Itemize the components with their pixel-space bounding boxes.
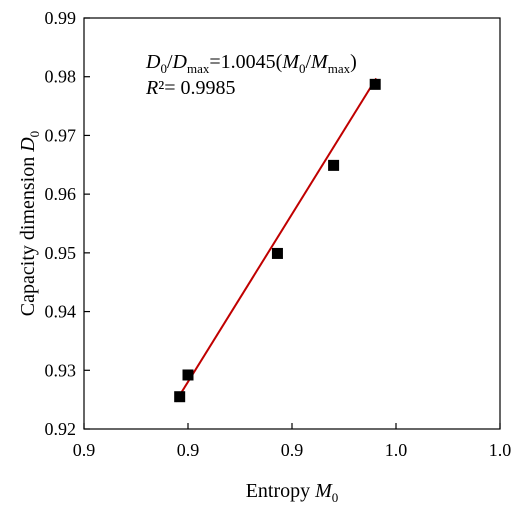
x-tick-label: 1.0 <box>385 440 408 460</box>
x-axis-label-text: Entropy <box>246 480 315 502</box>
x-axis-label-sub: 0 <box>332 490 339 505</box>
r-squared: R²= 0.9985 <box>145 77 236 99</box>
data-point <box>174 391 186 403</box>
y-tick-label: 0.97 <box>45 125 77 145</box>
x-tick-label: 0.9 <box>73 440 96 460</box>
y-axis-label-var: D <box>17 137 39 153</box>
y-tick-label: 0.94 <box>45 302 77 322</box>
y-tick-label: 0.93 <box>45 360 77 380</box>
eq-close: ) <box>350 51 357 73</box>
eq-m-var: M <box>281 51 300 73</box>
x-axis-label-var: M <box>314 480 333 502</box>
data-point <box>369 78 381 90</box>
r-var: R <box>145 77 158 99</box>
trendline-group <box>174 77 378 403</box>
x-tick-label: 0.9 <box>177 440 200 460</box>
y-axis-label-sub: 0 <box>27 131 42 138</box>
eq-slash2: / <box>305 51 311 73</box>
y-tick-label: 0.95 <box>45 243 77 263</box>
y-tick-label: 0.96 <box>45 184 77 204</box>
y-tick-label: 0.99 <box>45 8 77 28</box>
y-tick-label: 0.98 <box>45 67 77 87</box>
data-point <box>271 247 283 259</box>
eq-slash: / <box>167 51 173 73</box>
eq-d-var: D <box>145 51 161 73</box>
y-axis-label: Capacity dimension D0 <box>17 131 42 316</box>
eq-dmax-sub: max <box>187 61 210 76</box>
eq-d-sub: 0 <box>160 61 167 76</box>
r-squared-value: ²= 0.9985 <box>158 77 235 99</box>
trendline-equation: D0/Dmax=1.0045(M0/Mmax) <box>145 51 357 76</box>
y-tick-label: 0.92 <box>45 419 77 439</box>
eq-mmax-sub: max <box>328 61 351 76</box>
eq-dmax-var: D <box>172 51 188 73</box>
data-point <box>182 369 194 381</box>
y-axis-label-text: Capacity dimension <box>17 152 39 316</box>
x-axis-label: Entropy M0 <box>246 480 339 505</box>
y-axis: 0.92 0.93 0.94 0.95 0.96 0.97 0.98 0.99 <box>45 8 90 439</box>
eq-coefficient: =1.0045( <box>209 51 282 73</box>
data-points <box>174 78 381 403</box>
x-tick-label: 1.0 <box>489 440 512 460</box>
trendline <box>174 77 378 403</box>
eq-mmax-var: M <box>310 51 329 73</box>
x-axis: 0.9 0.9 0.9 1.0 1.0 <box>73 423 512 460</box>
eq-m-sub: 0 <box>299 61 306 76</box>
x-tick-label: 0.9 <box>281 440 304 460</box>
data-point <box>328 159 340 171</box>
